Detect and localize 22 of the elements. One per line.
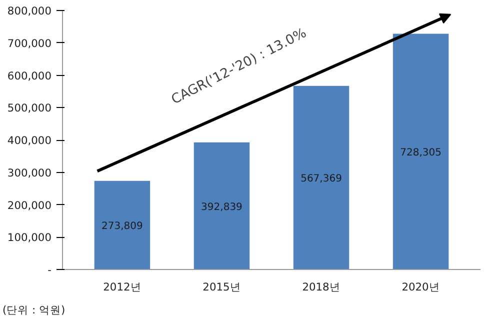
x-tick-label: 2020년 bbox=[402, 280, 440, 294]
data-label: 392,839 bbox=[201, 202, 242, 213]
y-tick-label: 700,000 bbox=[7, 36, 52, 50]
x-tick-label: 2015년 bbox=[202, 280, 241, 294]
x-tick-label: 2018년 bbox=[302, 280, 340, 294]
y-tick-label: 100,000 bbox=[7, 231, 52, 244]
y-tick-label: 300,000 bbox=[7, 166, 52, 180]
data-label: 728,305 bbox=[400, 148, 442, 159]
text: (단위 : 억원) bbox=[2, 304, 66, 316]
bar bbox=[94, 180, 150, 270]
data-label: 567,369 bbox=[300, 174, 342, 185]
y-tick-label: 600,000 bbox=[7, 69, 52, 82]
y-tick-label: 400,000 bbox=[7, 134, 52, 147]
y-tick-label: - bbox=[48, 264, 52, 276]
bar bbox=[293, 86, 350, 270]
y-tick-label: 500,000 bbox=[7, 102, 52, 115]
y-tick-label: 800,000 bbox=[7, 4, 52, 18]
x-tick-label: 2012년 bbox=[103, 280, 142, 294]
y-tick-label: 200,000 bbox=[7, 198, 52, 212]
bar bbox=[194, 142, 250, 270]
bar bbox=[392, 34, 449, 270]
data-label: 273,809 bbox=[102, 221, 143, 232]
